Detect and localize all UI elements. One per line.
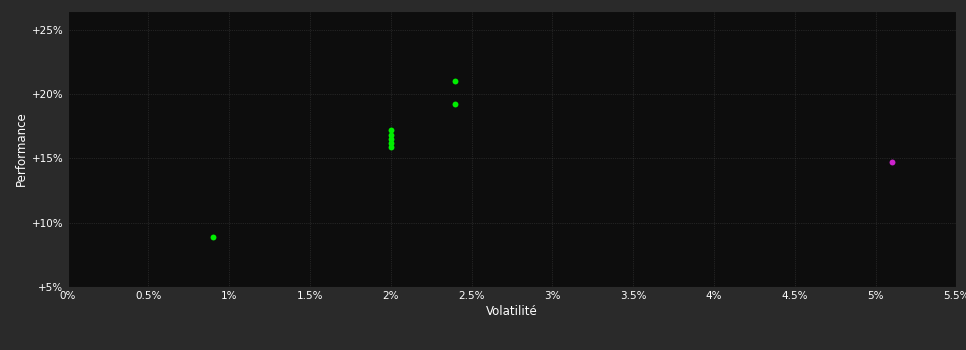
Point — [384, 144, 399, 149]
Point — [206, 234, 221, 240]
Point — [447, 102, 463, 107]
X-axis label: Volatilité: Volatilité — [486, 305, 538, 318]
Point — [384, 127, 399, 133]
Y-axis label: Performance: Performance — [14, 111, 28, 186]
Point — [447, 78, 463, 84]
Point — [384, 136, 399, 142]
Point — [384, 140, 399, 146]
Point — [884, 160, 899, 165]
Point — [384, 132, 399, 138]
